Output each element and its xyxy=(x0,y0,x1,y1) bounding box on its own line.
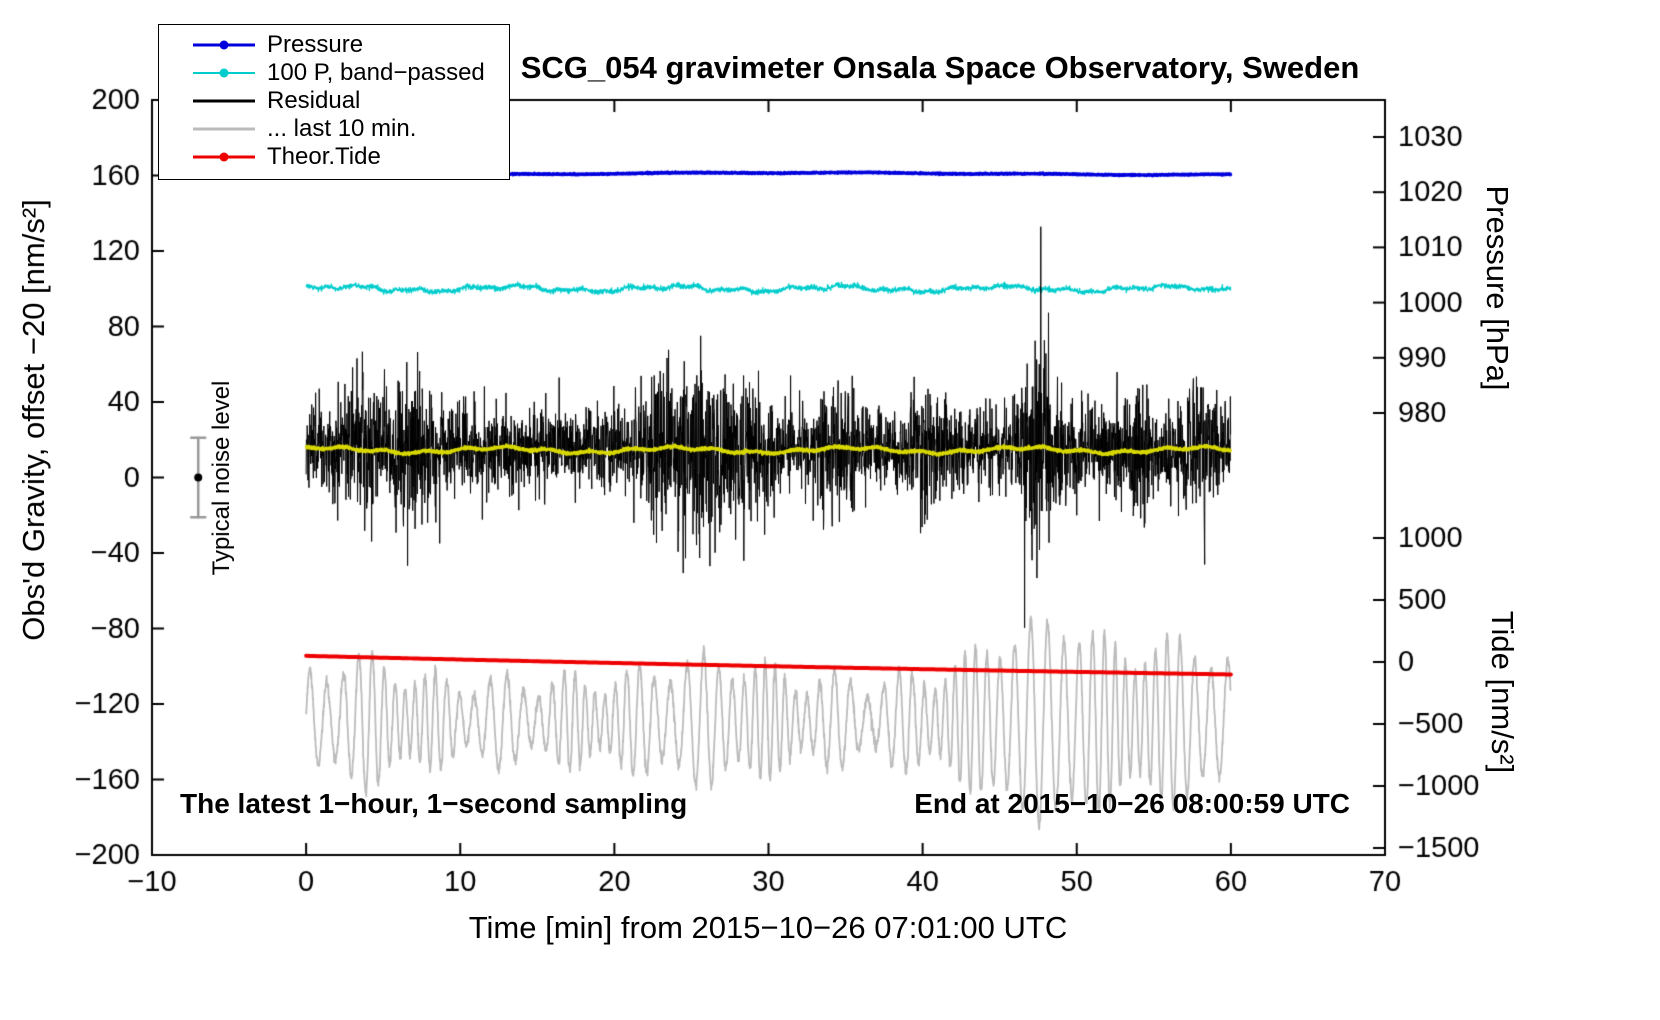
legend-item-label: Residual xyxy=(267,87,361,114)
typical-noise-level-label: Typical noise level xyxy=(208,380,235,576)
y-axis-label-tide: Tide [nm/s²] xyxy=(1485,610,1520,774)
residual-line-swatch xyxy=(193,94,255,108)
legend-item-label: Pressure xyxy=(267,31,364,58)
page-title: SCG_054 gravimeter Onsala Space Observat… xyxy=(520,50,1360,85)
legend-item-theor-tide: Theor.Tide xyxy=(159,143,509,171)
sampling-note: The latest 1−hour, 1−second sampling xyxy=(180,788,688,819)
legend-item-label: ... last 10 min. xyxy=(267,115,417,142)
pressure-line-swatch xyxy=(193,38,255,52)
legend: Pressure 100 P, band−passed Residual ...… xyxy=(158,24,510,180)
band-passed-line-swatch xyxy=(193,66,255,80)
legend-item-label: Theor.Tide xyxy=(267,143,381,170)
legend-item-residual: Residual xyxy=(159,87,509,115)
legend-item-band-passed: 100 P, band−passed xyxy=(159,59,509,87)
end-time-note: End at 2015−10−26 08:00:59 UTC xyxy=(914,788,1350,819)
y-axis-label-pressure: Pressure [hPa] xyxy=(1480,185,1515,391)
legend-item-last-10-min: ... last 10 min. xyxy=(159,115,509,143)
y-axis-label-gravity: Obs'd Gravity, offset −20 [nm/s²] xyxy=(16,199,51,641)
x-axis-label: Time [min] from 2015−10−26 07:01:00 UTC xyxy=(468,910,1068,945)
last-10-min-line-swatch xyxy=(193,122,255,136)
theor-tide-line-swatch xyxy=(193,150,255,164)
legend-item-label: 100 P, band−passed xyxy=(267,59,485,86)
legend-item-pressure: Pressure xyxy=(159,31,509,59)
